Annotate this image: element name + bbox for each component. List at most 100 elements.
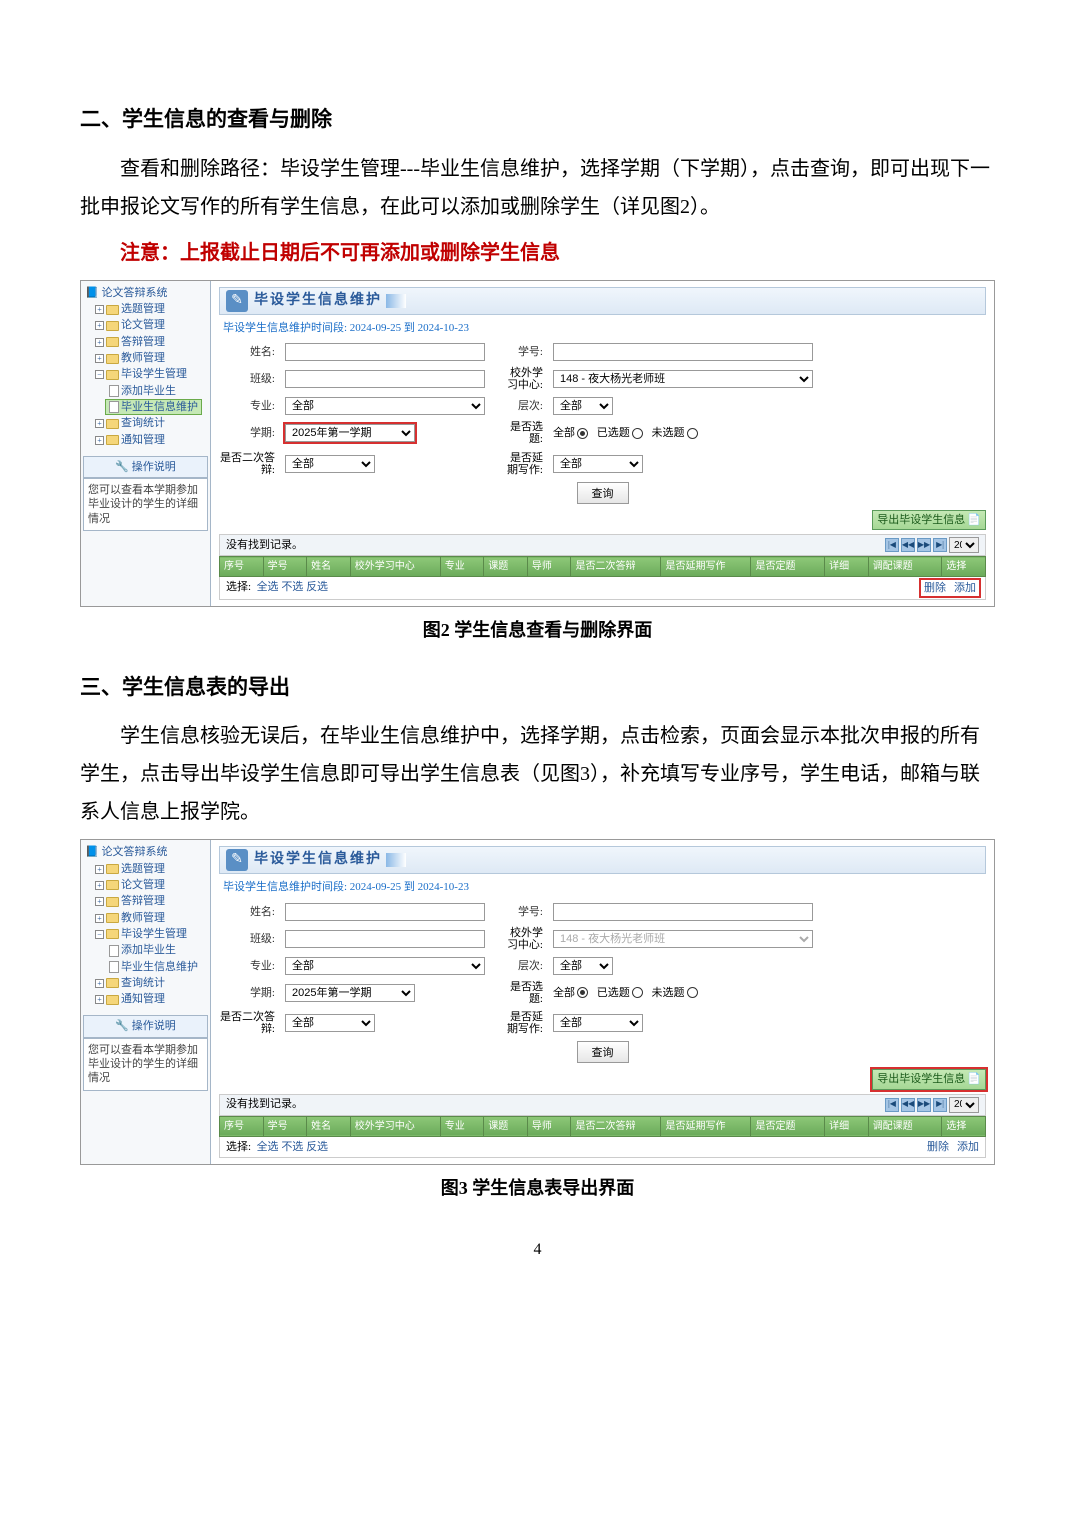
select-all[interactable]: 全选 [257,581,279,593]
tree-item-grad-maintain[interactable]: 毕业生信息维护 [105,399,202,415]
select-major-2[interactable]: 全部 [285,957,485,975]
page-last-2[interactable]: ▶| [933,1098,947,1112]
nav-tree: 📘 论文答辩系统 +选题管理 +论文管理 +答辩管理 +教师管理 −毕设学生管理… [81,281,211,606]
col-topic-2: 课题 [484,1116,528,1136]
select-major[interactable]: 全部 [285,397,485,415]
tree-item-add-grad[interactable]: 添加毕业生 [83,383,208,399]
input-student-id[interactable] [553,343,813,361]
label-major-2: 专业: [219,959,275,973]
col-seq: 序号 [220,557,264,577]
select-row-2: 选择: 全选 不选 反选 删除 添加 [219,1137,986,1158]
label-student-id-2: 学号: [495,905,543,919]
tree-item-defense[interactable]: +答辩管理 [83,334,208,350]
query-button-2[interactable]: 查询 [577,1041,629,1063]
page-next[interactable]: ▶▶ [917,538,931,552]
add-link-2[interactable]: 添加 [957,1140,979,1154]
page-next-2[interactable]: ▶▶ [917,1098,931,1112]
radio-selected[interactable]: 已选题 [597,426,643,440]
export-button[interactable]: 导出毕设学生信息 📄 [872,510,986,530]
select-invert-2[interactable]: 反选 [306,1141,328,1153]
tree-item-query-2[interactable]: +查询统计 [83,975,208,991]
col-assign-2: 调配课题 [868,1116,942,1136]
operation-title-2: 🔧 操作说明 [83,1015,208,1037]
tree-item-add-grad-2[interactable]: 添加毕业生 [83,942,208,958]
select-second-defense[interactable]: 全部 [285,455,375,473]
col-seq-2: 序号 [220,1116,264,1136]
col-second: 是否二次答辩 [571,557,661,577]
delete-link-2[interactable]: 删除 [927,1140,949,1154]
label-student-id: 学号: [495,345,543,359]
radio-all[interactable]: 全部 [553,426,588,440]
page-prev[interactable]: ◀◀ [901,538,915,552]
tree-item-defense-2[interactable]: +答辩管理 [83,893,208,909]
select-none[interactable]: 不选 [281,581,303,593]
select-delayed[interactable]: 全部 [553,455,643,473]
select-second-defense-2[interactable]: 全部 [285,1014,375,1032]
tree-item-notify[interactable]: +通知管理 [83,432,208,448]
select-level-2[interactable]: 全部 [553,957,613,975]
label-name: 姓名: [219,345,275,359]
select-semester[interactable]: 2025年第一学期 [285,424,415,442]
page-number: 4 [80,1235,995,1265]
radio-unselected-2[interactable]: 未选题 [652,986,698,1000]
main-panel-2: ✎ 毕设学生信息维护 毕设学生信息维护时间段: 2024-09-25 到 202… [211,840,994,1163]
select-level[interactable]: 全部 [553,397,613,415]
input-name-2[interactable] [285,903,485,921]
export-button-2[interactable]: 导出毕设学生信息 📄 [872,1069,986,1089]
page-size-select-2[interactable]: 20 [949,1097,979,1113]
page-prev-2[interactable]: ◀◀ [901,1098,915,1112]
select-center-2[interactable]: 148 - 夜大杨光老师班 [553,930,813,948]
tree-item-grad[interactable]: −毕设学生管理 [83,366,208,382]
search-form: 姓名: 学号: 班级: 校外学习中心: 148 - 夜大杨光老师班 专业: 全部… [219,343,986,476]
tree-item-topic-2[interactable]: +选题管理 [83,861,208,877]
radio-unselected[interactable]: 未选题 [652,426,698,440]
col-center: 校外学习中心 [350,557,440,577]
select-invert[interactable]: 反选 [306,581,328,593]
label-delayed-2: 是否延期写作: [495,1011,543,1035]
col-second-2: 是否二次答辩 [571,1116,661,1136]
input-class[interactable] [285,370,485,388]
page-first[interactable]: |◀ [885,538,899,552]
select-none-2[interactable]: 不选 [281,1141,303,1153]
input-name[interactable] [285,343,485,361]
label-major: 专业: [219,399,275,413]
action-buttons-2: 删除 添加 [927,1140,979,1154]
results-header-2: 没有找到记录。 |◀ ◀◀ ▶▶ ▶| 20 [219,1094,986,1116]
select-all-2[interactable]: 全选 [257,1141,279,1153]
col-name-2: 姓名 [307,1116,351,1136]
page-last[interactable]: ▶| [933,538,947,552]
add-link[interactable]: 添加 [954,581,976,595]
label-semester: 学期: [219,426,275,440]
figure-2-screenshot: 📘 论文答辩系统 +选题管理 +论文管理 +答辩管理 +教师管理 −毕设学生管理… [80,280,995,607]
tree-root-2[interactable]: 📘 论文答辩系统 [83,844,208,860]
figure-3-screenshot: 📘 论文答辩系统 +选题管理 +论文管理 +答辩管理 +教师管理 −毕设学生管理… [80,839,995,1164]
query-button[interactable]: 查询 [577,482,629,504]
tree-item-topic[interactable]: +选题管理 [83,301,208,317]
select-delayed-2[interactable]: 全部 [553,1014,643,1032]
page-size-select[interactable]: 20 [949,537,979,553]
col-delayed-2: 是否延期写作 [661,1116,751,1136]
select-semester-2[interactable]: 2025年第一学期 [285,984,415,1002]
tree-item-teacher-2[interactable]: +教师管理 [83,910,208,926]
select-center[interactable]: 148 - 夜大杨光老师班 [553,370,813,388]
delete-link[interactable]: 删除 [924,581,946,595]
tree-item-notify-2[interactable]: +通知管理 [83,991,208,1007]
tree-item-paper[interactable]: +论文管理 [83,317,208,333]
results-table: 序号 学号 姓名 校外学习中心 专业 课题 导师 是否二次答辩 是否延期写作 是… [219,556,986,577]
tree-item-grad-maintain-2[interactable]: 毕业生信息维护 [83,959,208,975]
radio-selected-2[interactable]: 已选题 [597,986,643,1000]
input-student-id-2[interactable] [553,903,813,921]
col-major-2: 专业 [440,1116,484,1136]
input-class-2[interactable] [285,930,485,948]
tree-root-label: 论文答辩系统 [101,287,167,299]
tree-item-teacher[interactable]: +教师管理 [83,350,208,366]
page-first-2[interactable]: |◀ [885,1098,899,1112]
tree-item-paper-2[interactable]: +论文管理 [83,877,208,893]
label-second-defense-2: 是否二次答辩: [219,1011,275,1035]
figure-3-caption: 图3 学生信息表导出界面 [80,1171,995,1205]
section-3-body: 学生信息核验无误后，在毕业生信息维护中，选择学期，点击检索，页面会显示本批次申报… [80,717,995,831]
radio-all-2[interactable]: 全部 [553,986,588,1000]
tree-root[interactable]: 📘 论文答辩系统 [83,285,208,301]
tree-item-grad-2[interactable]: −毕设学生管理 [83,926,208,942]
tree-item-query[interactable]: +查询统计 [83,415,208,431]
